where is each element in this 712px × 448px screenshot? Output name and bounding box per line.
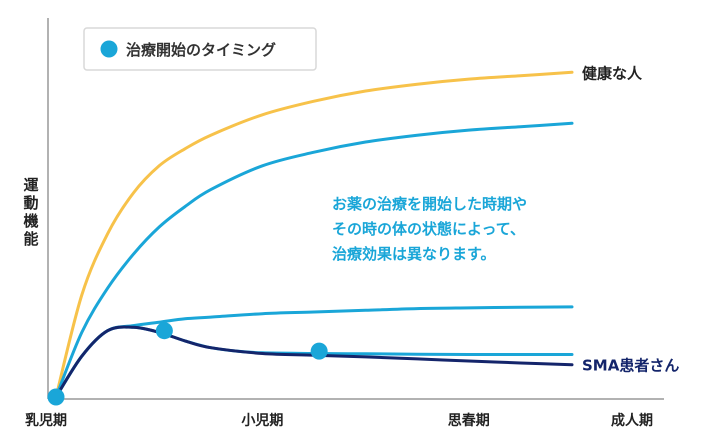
- annotation-line-2: その時の体の状態によって、: [332, 220, 525, 238]
- y-axis-label: 運動機能: [23, 176, 39, 248]
- treatment-marker-1: [47, 388, 65, 406]
- x-tick-label-3: 思春期: [448, 412, 490, 429]
- legend-label: 治療開始のタイミング: [126, 41, 276, 59]
- treatment-marker-2: [155, 322, 173, 340]
- axes: [47, 18, 664, 400]
- annotation-line-3: 治療効果は異なります。: [332, 245, 496, 263]
- legend: 治療開始のタイミング: [83, 27, 317, 71]
- x-tick-label-4: 成人期: [611, 412, 653, 429]
- series-lines: [54, 70, 574, 399]
- series-line-2: [54, 121, 574, 399]
- series-labels: 健康な人 SMA患者さん: [582, 64, 679, 374]
- x-tick-label-1: 乳児期: [25, 412, 67, 429]
- x-tick-label-2: 小児期: [241, 413, 283, 429]
- series-label-5: SMA患者さん: [582, 357, 679, 375]
- annotation-line-1: お薬の治療を開始した時期や: [332, 195, 527, 213]
- treatment-marker-3: [310, 342, 328, 360]
- series-label-1: 健康な人: [582, 64, 643, 82]
- x-tick-labels: 乳児期 小児期 思春期 成人期: [25, 412, 653, 429]
- legend-marker: [100, 40, 118, 58]
- legend-box: [83, 27, 317, 71]
- treatment-markers: [47, 322, 328, 406]
- series-line-1: [54, 70, 574, 399]
- series-line-5: [54, 325, 574, 399]
